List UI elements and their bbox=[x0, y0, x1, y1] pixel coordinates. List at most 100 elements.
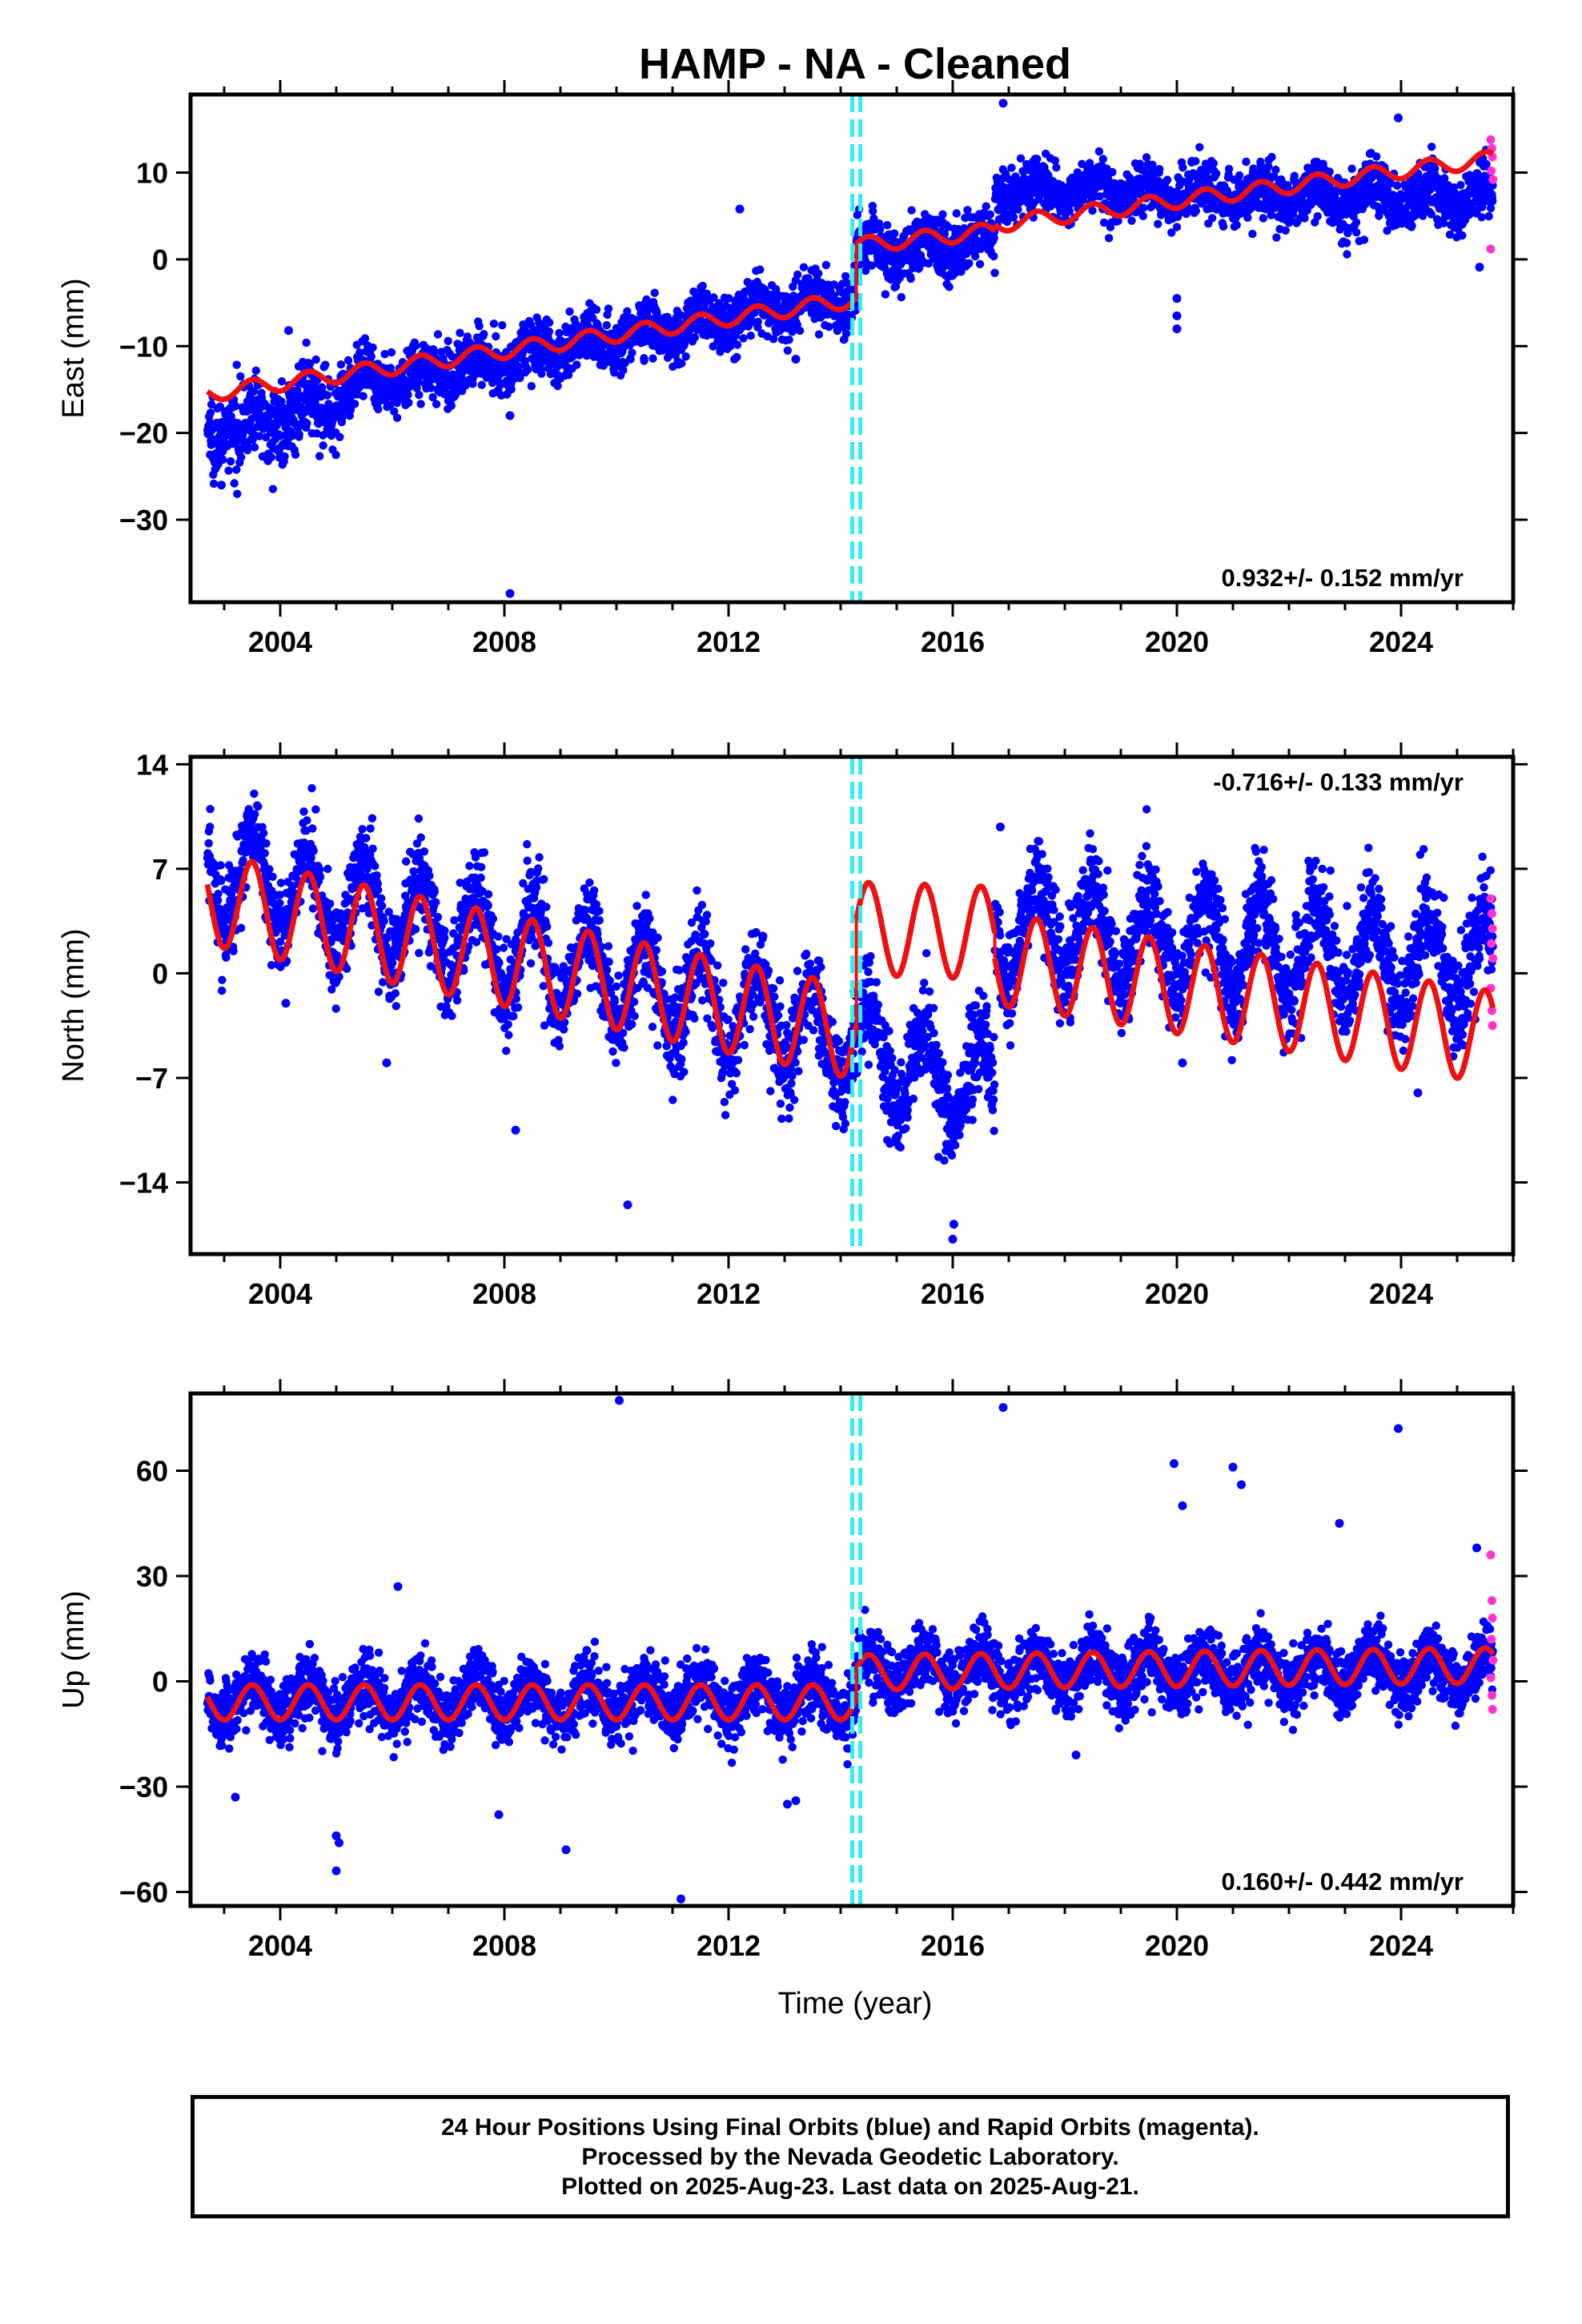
final-orbit-point bbox=[299, 807, 308, 816]
rapid-orbit-point bbox=[1487, 166, 1496, 175]
final-orbit-point bbox=[1267, 211, 1276, 219]
final-orbit-point bbox=[789, 282, 797, 292]
final-orbit-point bbox=[1209, 159, 1219, 168]
final-orbit-point bbox=[433, 330, 443, 339]
final-orbit-point bbox=[1383, 226, 1391, 235]
final-orbit-point bbox=[319, 441, 327, 450]
final-orbit-point bbox=[1387, 179, 1395, 188]
final-orbit-point bbox=[368, 844, 377, 853]
final-orbit-point bbox=[1486, 203, 1496, 213]
final-orbit-point bbox=[371, 862, 379, 870]
final-orbit-point bbox=[1300, 214, 1309, 223]
final-orbit-point bbox=[1351, 218, 1361, 227]
final-orbit-point bbox=[489, 320, 499, 328]
final-orbit-point bbox=[733, 352, 741, 362]
final-orbit-point bbox=[492, 332, 500, 341]
final-orbit-point bbox=[537, 369, 546, 378]
final-orbit-point bbox=[456, 328, 464, 337]
final-orbit-point bbox=[957, 267, 966, 276]
final-orbit-point bbox=[1108, 167, 1117, 177]
final-orbit-outlier-point bbox=[217, 480, 226, 490]
final-orbit-point bbox=[366, 824, 375, 833]
final-orbit-point bbox=[619, 366, 628, 375]
final-orbit-point bbox=[841, 271, 850, 281]
final-orbit-point bbox=[260, 849, 269, 858]
final-orbit-point bbox=[1154, 219, 1162, 228]
final-orbit-point bbox=[428, 392, 437, 402]
final-orbit-point bbox=[1191, 157, 1200, 166]
final-orbit-point bbox=[769, 335, 778, 344]
final-orbit-point bbox=[602, 320, 611, 330]
final-orbit-point bbox=[795, 326, 805, 336]
final-orbit-point bbox=[207, 400, 216, 409]
final-orbit-point bbox=[753, 317, 762, 326]
final-orbit-point bbox=[217, 876, 226, 886]
final-orbit-point bbox=[1290, 171, 1299, 180]
x-tick-label: 2024 bbox=[1369, 625, 1433, 658]
final-orbit-point bbox=[1458, 231, 1467, 240]
final-orbit-point bbox=[1195, 143, 1204, 151]
final-orbit-point bbox=[945, 283, 954, 292]
final-orbit-point bbox=[709, 342, 717, 351]
final-orbit-point bbox=[265, 865, 274, 874]
final-orbit-point bbox=[415, 390, 424, 400]
final-orbit-point bbox=[309, 846, 318, 855]
final-orbit-point bbox=[1388, 191, 1398, 199]
final-orbit-point bbox=[216, 861, 225, 870]
final-orbit-point bbox=[229, 947, 238, 955]
final-orbit-point bbox=[323, 864, 332, 874]
final-orbit-point bbox=[739, 334, 748, 343]
final-orbit-point bbox=[963, 206, 972, 215]
final-orbit-point bbox=[756, 265, 765, 274]
final-orbit-point bbox=[1033, 155, 1042, 163]
final-orbit-point bbox=[648, 354, 657, 363]
final-orbit-points-east bbox=[203, 99, 1497, 598]
final-orbit-point bbox=[224, 466, 233, 475]
final-orbit-point bbox=[1191, 207, 1201, 215]
final-orbit-point bbox=[379, 917, 388, 926]
final-orbit-point bbox=[1263, 162, 1273, 171]
final-orbit-point bbox=[1272, 233, 1281, 242]
final-orbit-point bbox=[1407, 221, 1416, 230]
final-orbit-point bbox=[642, 295, 651, 304]
final-orbit-point bbox=[254, 802, 263, 811]
final-orbit-point bbox=[821, 260, 831, 270]
final-orbit-point bbox=[374, 886, 383, 895]
final-orbit-point bbox=[507, 384, 516, 394]
final-orbit-point bbox=[1050, 156, 1060, 165]
final-orbit-point bbox=[432, 400, 441, 408]
final-orbit-point bbox=[291, 450, 300, 459]
final-orbit-point bbox=[553, 381, 562, 391]
final-orbit-point bbox=[206, 418, 215, 427]
final-orbit-point bbox=[677, 359, 686, 368]
rapid-orbit-point bbox=[1486, 135, 1496, 144]
final-orbit-point bbox=[1224, 164, 1234, 174]
final-orbit-point bbox=[990, 268, 999, 277]
final-orbit-point bbox=[204, 838, 213, 848]
final-orbit-point bbox=[222, 953, 231, 962]
final-orbit-point bbox=[527, 382, 536, 391]
final-orbit-point bbox=[335, 432, 344, 441]
final-orbit-point bbox=[1114, 216, 1122, 226]
final-orbit-point bbox=[206, 408, 215, 417]
final-orbit-point bbox=[233, 489, 242, 498]
final-orbit-point bbox=[841, 329, 851, 338]
final-orbit-outlier-point bbox=[1394, 113, 1403, 123]
x-tick-label: 2020 bbox=[1145, 625, 1209, 658]
y-tick-label: 0 bbox=[152, 243, 168, 276]
final-orbit-point bbox=[1110, 179, 1119, 187]
final-orbit-point bbox=[897, 292, 906, 302]
final-orbit-point bbox=[1138, 211, 1148, 220]
final-orbit-point bbox=[1094, 147, 1104, 156]
final-orbit-point bbox=[209, 479, 219, 489]
final-orbit-point bbox=[1248, 229, 1257, 239]
final-orbit-point bbox=[444, 336, 452, 345]
final-orbit-point bbox=[623, 307, 632, 316]
final-orbit-point bbox=[1148, 160, 1157, 169]
final-orbit-point bbox=[939, 263, 948, 271]
final-orbit-point bbox=[412, 341, 420, 350]
final-orbit-point bbox=[1281, 226, 1291, 235]
final-orbit-point bbox=[368, 343, 377, 352]
final-orbit-point bbox=[544, 327, 554, 336]
final-orbit-point bbox=[982, 202, 990, 211]
